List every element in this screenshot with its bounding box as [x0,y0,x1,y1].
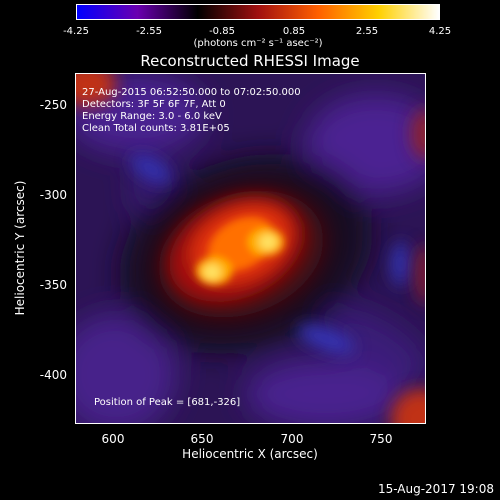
energy-annotation: Energy Range: 3.0 - 6.0 keV [82,111,222,122]
x-tick-label: 600 [101,432,125,446]
timestamp-footer: 15-Aug-2017 19:08 [377,482,494,496]
colorbar [76,4,440,20]
detectors-annotation: Detectors: 3F 5F 6F 7F, Att 0 [82,99,226,110]
y-tick-label: -400 [39,368,67,382]
x-tick-label: 650 [190,432,214,446]
time-range-annotation: 27-Aug-2015 06:52:50.000 to 07:02:50.000 [82,87,301,98]
colorbar-units: (photons cm⁻² s⁻¹ asec⁻²) [193,38,323,49]
plot-title: Reconstructed RHESSI Image [140,52,360,70]
rhessi-image-svg [76,74,425,423]
y-tick-label: -300 [39,188,67,202]
colorbar-tick: 0.85 [282,26,306,37]
x-tick-label: 750 [369,432,393,446]
algorithm-annotation: Clean Total counts: 3.81E+05 [82,123,230,134]
colorbar-tick: -2.55 [136,26,162,37]
colorbar-tick: 4.25 [428,26,452,37]
x-axis-label: Heliocentric X (arcsec) [182,447,318,461]
y-tick-label: -350 [39,278,67,292]
colorbar-tick: -4.25 [63,26,89,37]
rhessi-image: 27-Aug-2015 06:52:50.000 to 07:02:50.000… [75,73,426,424]
y-tick-label: -250 [39,98,67,112]
peak-annotation: Position of Peak = [681,-326] [94,397,241,408]
colorbar-tick: 2.55 [355,26,379,37]
y-axis-label: Heliocentric Y (arcsec) [13,180,27,316]
x-tick-label: 700 [280,432,304,446]
colorbar-tick: -0.85 [209,26,235,37]
